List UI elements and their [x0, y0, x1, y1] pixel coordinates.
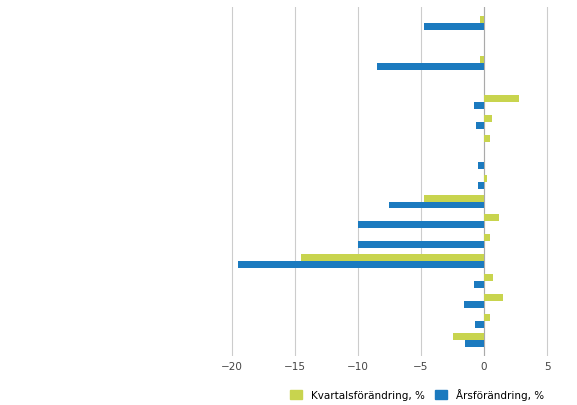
Bar: [474, 281, 484, 288]
Bar: [480, 57, 484, 64]
Bar: [389, 202, 484, 209]
Bar: [484, 274, 493, 281]
Bar: [477, 123, 484, 130]
Bar: [358, 222, 484, 229]
Bar: [424, 24, 484, 31]
Bar: [484, 215, 499, 222]
Legend: Kvartalsförändring, %, Årsförändring, %: Kvartalsförändring, %, Årsförändring, %: [290, 388, 544, 400]
Bar: [465, 341, 484, 347]
Bar: [301, 254, 484, 261]
Bar: [377, 64, 484, 70]
Bar: [464, 301, 484, 308]
Bar: [484, 96, 519, 103]
Bar: [484, 314, 490, 321]
Bar: [484, 136, 490, 143]
Bar: [484, 294, 503, 301]
Bar: [238, 261, 484, 269]
Bar: [484, 234, 490, 242]
Bar: [484, 175, 486, 182]
Bar: [484, 116, 492, 123]
Bar: [474, 103, 484, 110]
Bar: [452, 334, 484, 341]
Bar: [358, 242, 484, 249]
Bar: [480, 17, 484, 24]
Bar: [478, 182, 484, 189]
Bar: [475, 321, 484, 328]
Bar: [424, 195, 484, 202]
Bar: [478, 162, 484, 169]
